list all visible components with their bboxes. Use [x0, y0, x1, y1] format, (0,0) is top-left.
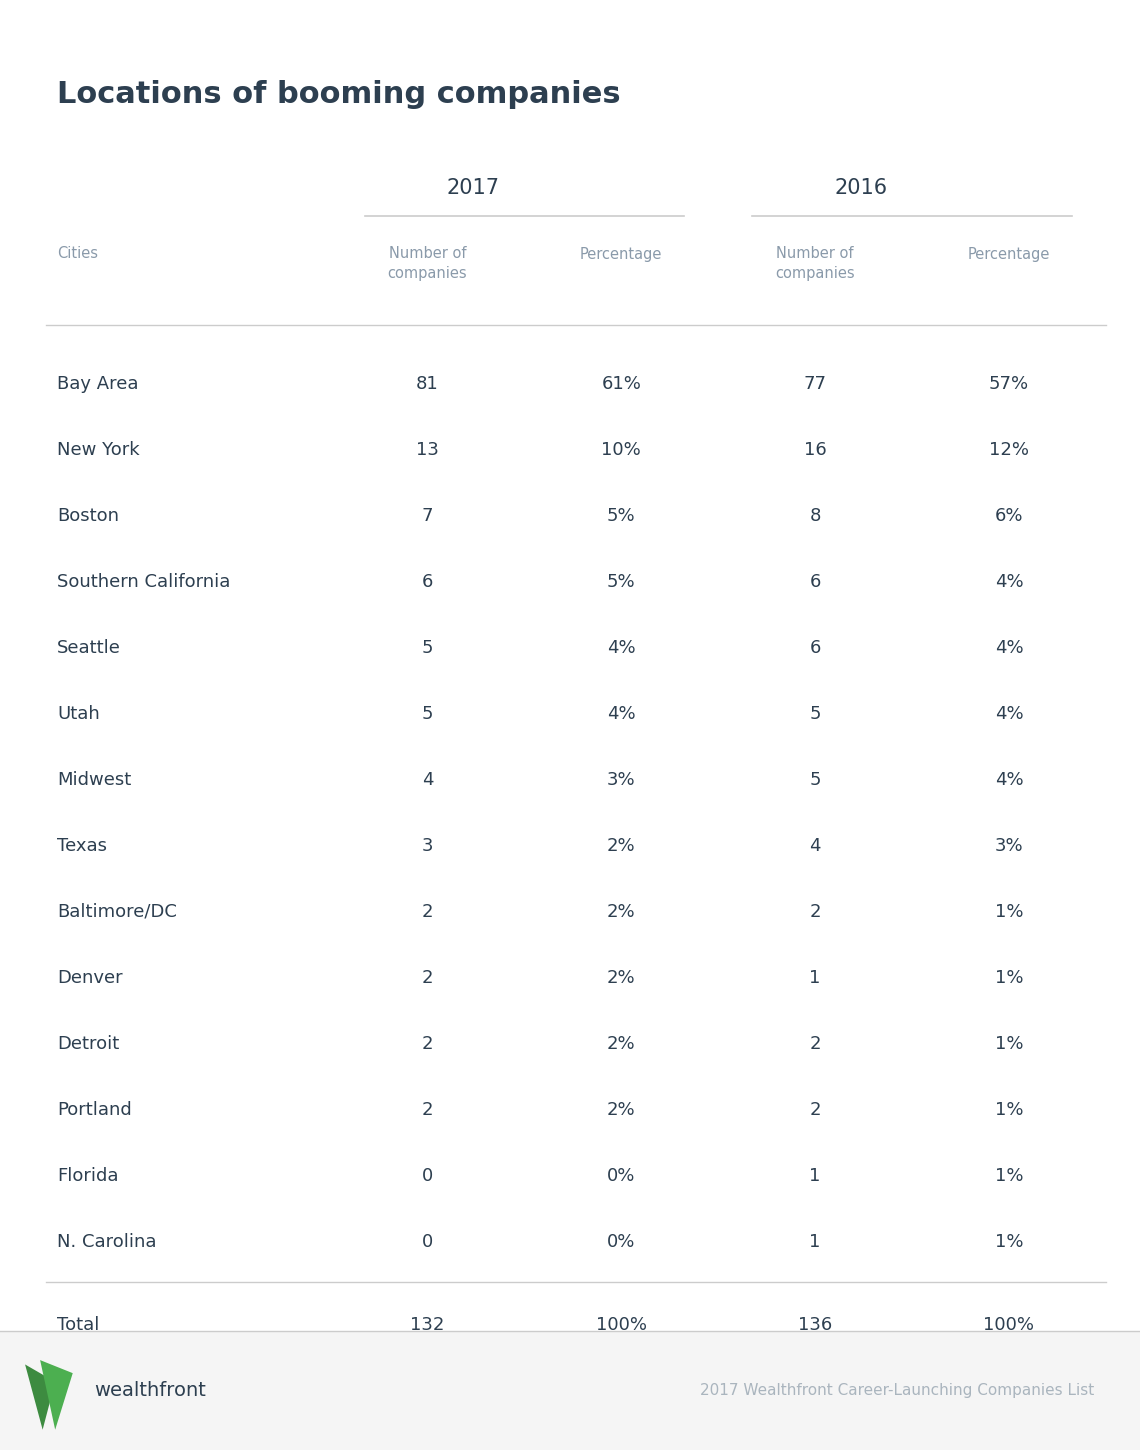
Text: 5: 5	[809, 705, 821, 722]
Text: 2017: 2017	[447, 178, 499, 199]
Text: 2: 2	[422, 969, 433, 986]
Text: 4%: 4%	[606, 705, 636, 722]
Text: Seattle: Seattle	[57, 639, 121, 657]
Text: 12%: 12%	[988, 441, 1029, 458]
Text: Bay Area: Bay Area	[57, 376, 138, 393]
Text: 5: 5	[422, 705, 433, 722]
Text: Baltimore/DC: Baltimore/DC	[57, 903, 177, 921]
Text: 2017 Wealthfront Career-Launching Companies List: 2017 Wealthfront Career-Launching Compan…	[700, 1383, 1094, 1398]
FancyBboxPatch shape	[0, 1331, 1140, 1450]
Text: 2%: 2%	[606, 1101, 636, 1118]
Text: New York: New York	[57, 441, 139, 458]
Polygon shape	[40, 1360, 73, 1430]
Text: 6: 6	[809, 639, 821, 657]
Text: 10%: 10%	[602, 441, 641, 458]
Text: Denver: Denver	[57, 969, 123, 986]
Text: N. Carolina: N. Carolina	[57, 1232, 156, 1250]
Text: 3: 3	[422, 837, 433, 854]
Text: Number of
companies: Number of companies	[388, 247, 467, 281]
Text: 100%: 100%	[984, 1317, 1034, 1334]
Text: Midwest: Midwest	[57, 771, 131, 789]
Text: 13: 13	[416, 441, 439, 458]
Text: 16: 16	[804, 441, 826, 458]
Text: Portland: Portland	[57, 1101, 132, 1118]
Text: 2: 2	[422, 1035, 433, 1053]
Text: 1: 1	[809, 1167, 821, 1185]
Text: 57%: 57%	[988, 376, 1029, 393]
Text: 3%: 3%	[606, 771, 636, 789]
Text: 2: 2	[809, 903, 821, 921]
Text: 4%: 4%	[606, 639, 636, 657]
Text: 2%: 2%	[606, 903, 636, 921]
Text: Boston: Boston	[57, 507, 119, 525]
Text: 1%: 1%	[994, 969, 1024, 986]
Text: 0%: 0%	[608, 1232, 635, 1250]
Text: 1%: 1%	[994, 903, 1024, 921]
Text: 61%: 61%	[602, 376, 641, 393]
Text: 1: 1	[809, 969, 821, 986]
Text: 2%: 2%	[606, 1035, 636, 1053]
Text: 1%: 1%	[994, 1035, 1024, 1053]
Text: wealthfront: wealthfront	[95, 1380, 206, 1401]
Text: Utah: Utah	[57, 705, 100, 722]
Text: 1: 1	[809, 1232, 821, 1250]
Text: 77: 77	[804, 376, 826, 393]
Text: 1%: 1%	[994, 1101, 1024, 1118]
Text: 4: 4	[422, 771, 433, 789]
Text: 3%: 3%	[994, 837, 1024, 854]
Text: 132: 132	[410, 1317, 445, 1334]
Polygon shape	[25, 1364, 55, 1430]
Text: 6%: 6%	[994, 507, 1024, 525]
Text: 100%: 100%	[596, 1317, 646, 1334]
Text: Number of
companies: Number of companies	[775, 247, 855, 281]
Text: 5%: 5%	[606, 573, 636, 590]
Text: 0%: 0%	[608, 1167, 635, 1185]
Text: 2%: 2%	[606, 969, 636, 986]
Text: 1%: 1%	[994, 1167, 1024, 1185]
Text: Locations of booming companies: Locations of booming companies	[57, 80, 620, 109]
Text: 2016: 2016	[834, 178, 887, 199]
Text: 6: 6	[809, 573, 821, 590]
Text: 4%: 4%	[994, 639, 1024, 657]
Text: 1%: 1%	[994, 1232, 1024, 1250]
Text: Detroit: Detroit	[57, 1035, 120, 1053]
Text: 2: 2	[422, 1101, 433, 1118]
Text: 7: 7	[422, 507, 433, 525]
Text: 5: 5	[422, 639, 433, 657]
Text: 2: 2	[809, 1101, 821, 1118]
Text: 5: 5	[809, 771, 821, 789]
Text: 0: 0	[422, 1232, 433, 1250]
Text: Total: Total	[57, 1317, 99, 1334]
Text: 4%: 4%	[994, 771, 1024, 789]
Text: 4: 4	[809, 837, 821, 854]
Text: 81: 81	[416, 376, 439, 393]
Text: 8: 8	[809, 507, 821, 525]
Text: 6: 6	[422, 573, 433, 590]
Text: 0: 0	[422, 1167, 433, 1185]
Text: 4%: 4%	[994, 573, 1024, 590]
Text: 2: 2	[809, 1035, 821, 1053]
Text: 4%: 4%	[994, 705, 1024, 722]
Text: 2: 2	[422, 903, 433, 921]
Text: Cities: Cities	[57, 247, 98, 261]
Text: Percentage: Percentage	[968, 247, 1050, 261]
Text: 5%: 5%	[606, 507, 636, 525]
Text: Southern California: Southern California	[57, 573, 230, 590]
Text: Percentage: Percentage	[580, 247, 662, 261]
Text: Texas: Texas	[57, 837, 107, 854]
Text: 136: 136	[798, 1317, 832, 1334]
Text: 2%: 2%	[606, 837, 636, 854]
Text: Florida: Florida	[57, 1167, 119, 1185]
